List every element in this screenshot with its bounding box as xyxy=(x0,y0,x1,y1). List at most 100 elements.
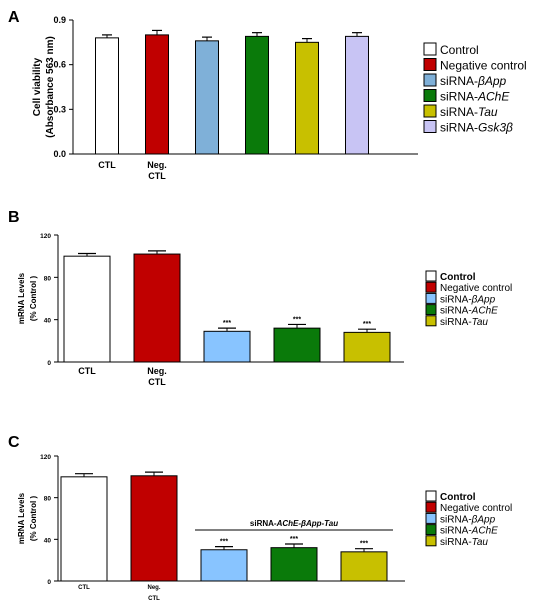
legend-entry: siRNA-βApp xyxy=(440,514,496,525)
y-tick-label: 80 xyxy=(44,496,52,503)
legend-entry-plain: siRNA- xyxy=(440,90,478,104)
bar xyxy=(295,41,319,155)
group-label-plain: siRNA- xyxy=(250,519,277,528)
x-tick-label: Neg. xyxy=(147,585,160,591)
y-tick-label: 120 xyxy=(40,233,51,240)
legend-entry-plain: siRNA- xyxy=(440,306,472,317)
legend-entry-plain: Negative control xyxy=(440,503,512,514)
legend-entry: Negative control xyxy=(440,503,512,514)
panel-label: B xyxy=(8,209,20,226)
legend-entry: Control xyxy=(440,43,479,57)
legend-entry-plain: Control xyxy=(440,492,476,503)
bar xyxy=(245,35,269,155)
legend-swatch xyxy=(425,535,437,547)
significance-label: *** xyxy=(360,541,368,548)
bar xyxy=(60,476,108,582)
x-tick-label: CTL xyxy=(78,585,90,591)
y-tick-label: 0.9 xyxy=(53,15,66,25)
x-tick-label: CTL xyxy=(148,377,166,387)
legend-entry-italic: Tau xyxy=(472,537,489,548)
legend-entry: Control xyxy=(440,272,476,283)
legend-swatch xyxy=(425,490,437,502)
legend-entry: Negative control xyxy=(440,59,527,73)
y-tick-label: 40 xyxy=(44,318,52,325)
panel-a: A 0.0 0.3 0.6 0.9 Cell viability (Absorbance 5… xyxy=(8,9,527,181)
legend-entry-plain: siRNA- xyxy=(440,514,472,525)
legend-entry-plain: siRNA- xyxy=(440,537,472,548)
legend-swatch xyxy=(423,42,437,56)
x-tick-label: CTL xyxy=(78,366,96,376)
legend-swatch xyxy=(425,304,437,316)
legend-entry-plain: Negative control xyxy=(440,283,512,294)
y-axis-label: (Absorbance 563 nm) xyxy=(45,36,56,138)
legend-swatch xyxy=(423,58,437,71)
legend-entry-italic: Gsk3β xyxy=(478,121,513,135)
legend-entry-plain: Negative control xyxy=(440,59,527,73)
legend-swatch xyxy=(425,315,437,327)
legend-entry-italic: Tau xyxy=(478,105,498,119)
legend-entry: siRNA-Gsk3β xyxy=(440,121,513,135)
significance-label: *** xyxy=(223,320,231,327)
legend-entry-italic: βApp xyxy=(477,74,507,88)
bar xyxy=(133,253,181,363)
legend-swatch xyxy=(423,104,437,118)
bar xyxy=(95,37,119,155)
significance-label: *** xyxy=(290,536,298,543)
legend-entry-plain: siRNA- xyxy=(440,526,472,537)
legend-entry: siRNA-Tau xyxy=(440,105,498,119)
legend-entry: Control xyxy=(440,492,476,503)
bar xyxy=(273,327,321,363)
y-tick-label: 0.6 xyxy=(53,60,66,70)
legend-entry-plain: siRNA- xyxy=(440,121,478,135)
legend-entry-plain: Control xyxy=(440,272,476,283)
y-axis-label: mRNA Levels xyxy=(17,272,26,324)
y-axis-label: Cell viability xyxy=(32,57,43,116)
legend-entry: siRNA-AChE xyxy=(440,90,510,104)
group-label-italic: AChE-βApp-Tau xyxy=(276,519,339,528)
legend-swatch xyxy=(425,292,437,304)
legend-swatch xyxy=(425,281,437,293)
y-tick-label: 0.0 xyxy=(53,149,66,159)
y-axis-label: (% Control ) xyxy=(29,276,38,322)
x-tick-label: CTL xyxy=(98,160,116,170)
x-tick-label: CTL xyxy=(148,596,160,602)
legend-entry-italic: βApp xyxy=(471,514,496,525)
legend-entry: siRNA-Tau xyxy=(440,317,488,328)
legend-entry-plain: siRNA- xyxy=(440,105,478,119)
legend-entry: siRNA-AChE xyxy=(440,306,498,317)
bar xyxy=(200,549,248,582)
legend-swatch xyxy=(423,73,437,87)
x-tick-label: CTL xyxy=(148,171,166,181)
legend-entry-plain: siRNA- xyxy=(440,294,472,305)
x-tick-label: Neg. xyxy=(147,160,167,170)
legend-entry-italic: βApp xyxy=(471,294,496,305)
legend-entry: siRNA-βApp xyxy=(440,294,496,305)
bar xyxy=(203,330,251,363)
legend-swatch xyxy=(423,120,437,133)
y-tick-label: 0 xyxy=(47,360,51,367)
legend-entry-italic: AChE xyxy=(471,306,498,317)
y-axis-label: mRNA Levels xyxy=(17,492,26,544)
y-tick-label: 120 xyxy=(40,454,51,461)
legend-swatch xyxy=(425,512,437,524)
x-tick-label: Neg. xyxy=(147,366,167,376)
bar xyxy=(130,475,178,582)
legend-entry: siRNA-AChE xyxy=(440,526,498,537)
y-axis-label: (% Control ) xyxy=(29,496,38,542)
y-tick-label: 40 xyxy=(44,537,52,544)
legend-entry-italic: AChE xyxy=(477,90,510,104)
bar xyxy=(270,547,318,582)
legend-swatch xyxy=(425,524,437,536)
panel-label: A xyxy=(8,9,20,26)
bar xyxy=(345,35,369,155)
legend-swatch xyxy=(425,270,437,282)
bar xyxy=(145,34,169,155)
significance-label: *** xyxy=(293,316,301,323)
y-tick-label: 0 xyxy=(47,579,51,586)
bar xyxy=(343,331,391,363)
legend-swatch xyxy=(423,89,437,102)
group-label: siRNA-AChE-βApp-Tau xyxy=(250,519,338,528)
legend-entry-plain: siRNA- xyxy=(440,74,478,88)
